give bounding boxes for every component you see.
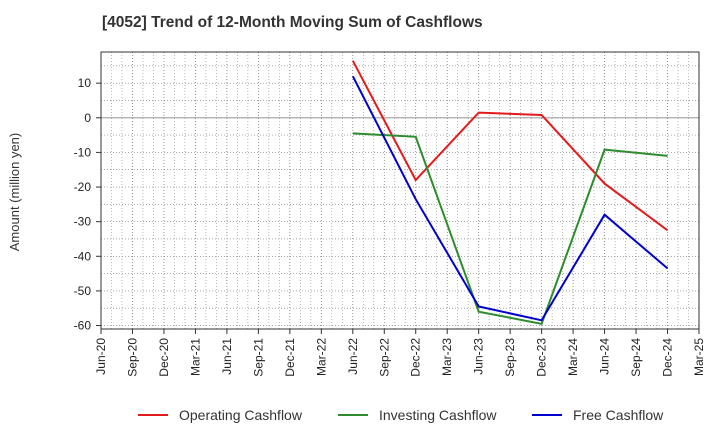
x-tick-label: Mar-21 bbox=[188, 338, 202, 376]
y-tick-label: -50 bbox=[74, 284, 92, 298]
y-tick-label: 10 bbox=[78, 76, 92, 90]
legend: Operating Cashflow Investing Cashflow Fr… bbox=[0, 404, 720, 426]
legend-item-free: Free Cashflow bbox=[532, 404, 663, 426]
legend-label-free: Free Cashflow bbox=[573, 407, 664, 423]
legend-item-operating: Operating Cashflow bbox=[138, 404, 302, 426]
x-tick-label: Jun-24 bbox=[598, 338, 612, 375]
grid-layer bbox=[100, 52, 700, 329]
series-line-investing bbox=[352, 132, 668, 325]
series-layer bbox=[351, 60, 669, 325]
x-tick-label: Dec-23 bbox=[535, 338, 549, 377]
x-tick-label: Sep-20 bbox=[125, 338, 139, 377]
x-tick-label: Jun-21 bbox=[220, 338, 234, 375]
series-line-free bbox=[351, 75, 669, 322]
x-tick-label: Jun-23 bbox=[472, 338, 486, 375]
x-tick-label: Dec-22 bbox=[409, 338, 423, 377]
x-tick-label: Mar-22 bbox=[314, 338, 328, 376]
x-tick-label: Sep-22 bbox=[377, 338, 391, 377]
x-tick-label: Dec-21 bbox=[283, 338, 297, 377]
legend-label-operating: Operating Cashflow bbox=[179, 407, 302, 423]
x-tick-label: Sep-21 bbox=[251, 338, 265, 377]
x-tick-label: Sep-24 bbox=[629, 338, 643, 377]
y-tick-label: -60 bbox=[74, 319, 92, 333]
plot-frame bbox=[100, 51, 700, 330]
y-tick-label: -40 bbox=[74, 249, 92, 263]
y-tick-label: -20 bbox=[74, 180, 92, 194]
x-tick-labels: Jun-20 Sep-20 Dec-20 Mar-21 Jun-21 Sep-21 Dec-… bbox=[94, 329, 706, 377]
legend-swatch-free bbox=[532, 414, 562, 416]
x-tick-label: Dec-20 bbox=[157, 338, 171, 377]
legend-swatch-operating bbox=[138, 414, 168, 416]
y-tick-labels: 10 0 -10 -20 -30 -40 -50 -60 bbox=[74, 76, 101, 333]
legend-item-investing: Investing Cashflow bbox=[338, 404, 497, 426]
y-tick-label: 0 bbox=[84, 111, 91, 125]
plot-area-border bbox=[100, 51, 700, 330]
chart-title: [4052] Trend of 12-Month Moving Sum of C… bbox=[102, 14, 483, 31]
series-line-operating bbox=[351, 60, 669, 232]
y-tick-label: -30 bbox=[74, 215, 92, 229]
x-tick-label: Jun-20 bbox=[94, 338, 108, 375]
x-tick-label: Sep-23 bbox=[503, 338, 517, 377]
legend-swatch-investing bbox=[338, 414, 368, 416]
x-tick-label: Mar-23 bbox=[440, 338, 454, 376]
x-tick-label: Jun-22 bbox=[346, 338, 360, 375]
y-axis-label: Amount (million yen) bbox=[7, 133, 22, 252]
y-tick-label: -10 bbox=[74, 145, 92, 159]
x-tick-label: Mar-25 bbox=[692, 338, 706, 376]
x-tick-label: Mar-24 bbox=[566, 338, 580, 376]
legend-label-investing: Investing Cashflow bbox=[379, 407, 497, 423]
x-tick-label: Dec-24 bbox=[661, 338, 675, 377]
